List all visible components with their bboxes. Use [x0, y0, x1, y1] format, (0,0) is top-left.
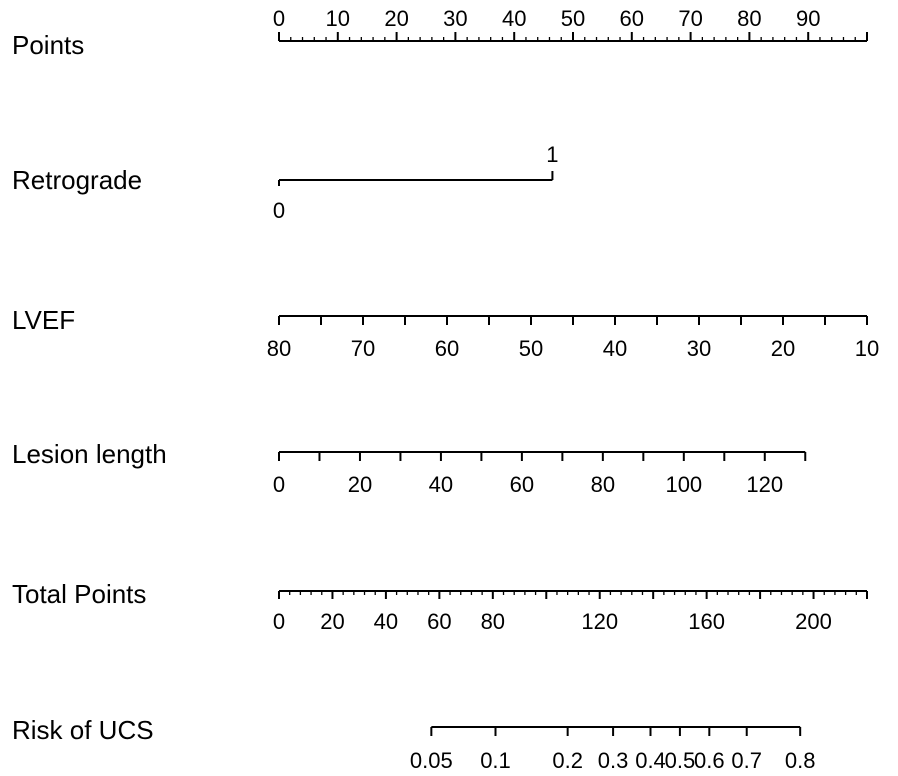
retrograde-level-label: 1: [546, 142, 558, 167]
lvef-tick-label: 80: [267, 336, 291, 361]
total-points-tick-label: 40: [374, 609, 398, 634]
risk-tick-label: 0.3: [598, 748, 629, 773]
lvef-tick-label: 30: [687, 336, 711, 361]
risk-tick-label: 0.1: [480, 748, 511, 773]
lesion-length-tick-label: 0: [273, 472, 285, 497]
risk-tick-label: 0.2: [552, 748, 583, 773]
axis-label-points: Points: [12, 30, 84, 60]
risk-tick-label: 0.6: [694, 748, 725, 773]
total-points-tick-label: 160: [688, 609, 725, 634]
lvef-tick-label: 20: [771, 336, 795, 361]
lesion-length-tick-label: 20: [348, 472, 372, 497]
risk-tick-label: 0.8: [785, 748, 816, 773]
total-points-tick-label: 20: [320, 609, 344, 634]
points-tick-label: 50: [561, 6, 585, 31]
lesion-length-tick-label: 40: [429, 472, 453, 497]
axis-label-total-points: Total Points: [12, 579, 146, 609]
lesion-length-tick-label: 80: [591, 472, 615, 497]
lesion-length-tick-label: 100: [665, 472, 702, 497]
points-tick-label: 80: [737, 6, 761, 31]
retrograde-axis: Retrograde 0 1: [12, 142, 559, 223]
axis-label-lvef: LVEF: [12, 305, 75, 335]
risk-axis: Risk of UCS 0.05 0.1 0.2 0.3 0.40.50.6 0.7 0.8: [12, 715, 815, 773]
points-tick-label: 0: [273, 6, 285, 31]
total-points-tick-label: 80: [481, 609, 505, 634]
axis-label-retrograde: Retrograde: [12, 165, 142, 195]
total-points-tick-label: 120: [581, 609, 618, 634]
points-tick-label: 40: [502, 6, 526, 31]
risk-tick-label: 0.7: [731, 748, 762, 773]
axis-label-risk: Risk of UCS: [12, 715, 154, 745]
risk-tick-label: 0.4: [635, 748, 666, 773]
points-tick-label: 70: [678, 6, 702, 31]
lvef-axis: LVEF 80 70 60 50 40 30 20 10: [12, 305, 879, 361]
lesion-length-tick-label: 120: [746, 472, 783, 497]
lvef-tick-label: 50: [519, 336, 543, 361]
total-points-tick-label: 200: [795, 609, 832, 634]
points-tick-label: 30: [443, 6, 467, 31]
lvef-tick-label: 60: [435, 336, 459, 361]
axis-label-lesion-length: Lesion length: [12, 439, 167, 469]
retrograde-level-label: 0: [273, 198, 285, 223]
lesion-length-tick-label: 60: [510, 472, 534, 497]
lvef-tick-label: 40: [603, 336, 627, 361]
total-points-tick-label: 60: [427, 609, 451, 634]
points-tick-label: 90: [796, 6, 820, 31]
risk-tick-label: 0.05: [410, 748, 453, 773]
points-tick-label: 10: [326, 6, 350, 31]
total-points-axis: Total Points 0 20 40 60 80 120 160 200: [12, 579, 868, 634]
total-points-tick-label: 0: [273, 609, 285, 634]
risk-tick-label: 0.5: [665, 748, 696, 773]
lesion-length-axis: Lesion length 0 20 40 60 80 100 120: [12, 439, 807, 497]
lvef-tick-label: 70: [351, 336, 375, 361]
points-tick-label: 20: [384, 6, 408, 31]
points-axis: Points 0 10 20 30 40 50 60 70 80 90: [12, 6, 868, 60]
points-tick-label: 60: [620, 6, 644, 31]
lvef-tick-label: 10: [855, 336, 879, 361]
